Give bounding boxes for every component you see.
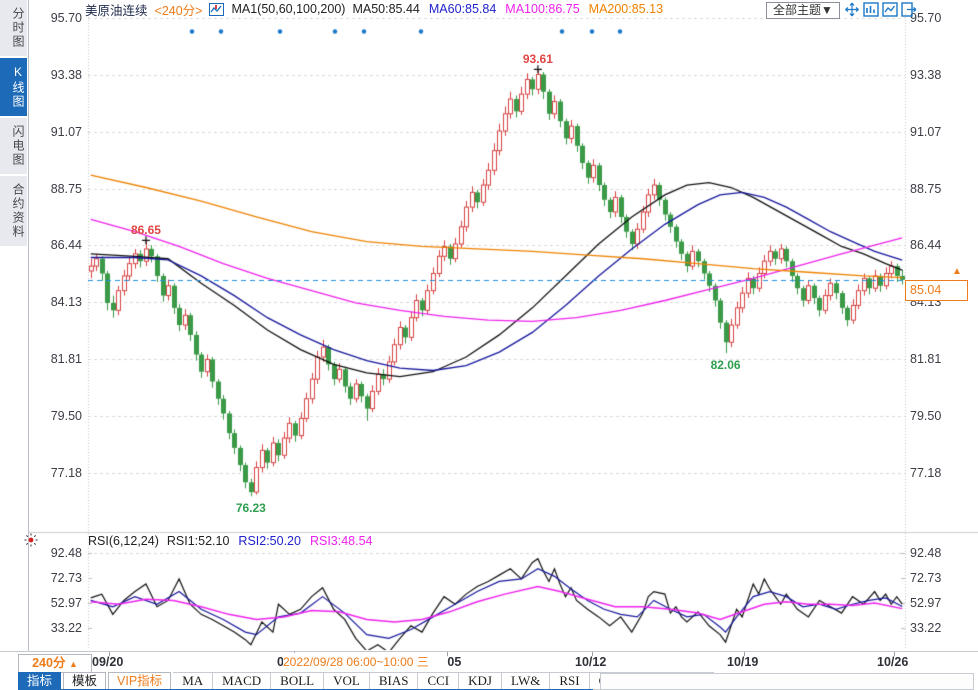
rsi-value-0: RSI1:52.10 bbox=[166, 534, 230, 548]
rsi-value-2: RSI3:48.54 bbox=[309, 534, 373, 548]
ma-value-2: MA100:86.75 bbox=[505, 2, 580, 16]
indicator-button-MA[interactable]: MA bbox=[173, 672, 214, 690]
y-axis-label: 93.38 bbox=[910, 67, 942, 82]
y-axis-label: 93.38 bbox=[50, 67, 82, 82]
symbol-name: 美原油连续 bbox=[85, 3, 148, 18]
indicator-button-BIAS[interactable]: BIAS bbox=[369, 672, 419, 690]
y-axis-label: 88.75 bbox=[910, 181, 942, 196]
ma-value-0: MA50:85.44 bbox=[352, 2, 420, 16]
y-axis-label: 79.50 bbox=[50, 408, 82, 423]
period-label[interactable]: <240分> bbox=[154, 3, 203, 18]
rsi-axis-label: 72.73 bbox=[50, 570, 82, 585]
y-axis-label: 95.70 bbox=[910, 11, 942, 25]
y-axis-label: 88.75 bbox=[50, 181, 82, 196]
y-axis-label: 91.07 bbox=[50, 124, 82, 139]
ma-value-3: MA200:85.13 bbox=[588, 2, 664, 16]
y-axis-label: 79.50 bbox=[910, 408, 942, 423]
rsi-header: RSI(6,12,24) RSI1:52.10 RSI2:50.20 RSI3:48… bbox=[88, 534, 373, 548]
crosshair-datetime-tooltip: 2022/09/28 06:00~10:00 三 bbox=[283, 653, 447, 672]
period-selector[interactable]: 240分 ▲ bbox=[18, 654, 92, 673]
x-axis-tick bbox=[447, 652, 448, 656]
rsi-axis-label: 33.22 bbox=[50, 621, 82, 635]
toolbar-tab-indicator[interactable]: 指标 bbox=[18, 672, 62, 690]
x-axis-date: 10/26 bbox=[877, 655, 909, 669]
y-axis-label: 77.18 bbox=[910, 465, 942, 480]
rsi-settings-label: RSI(6,12,24) bbox=[88, 534, 159, 548]
y-axis-label: 86.44 bbox=[910, 238, 942, 253]
sidebar-tab-contract-info[interactable]: 合约资料 bbox=[0, 176, 27, 248]
rsi-axis-label: 52.97 bbox=[50, 596, 82, 610]
y-axis-label: 81.81 bbox=[910, 352, 942, 367]
rsi-value-1: RSI2:50.20 bbox=[238, 534, 301, 548]
y-axis-label: 84.13 bbox=[50, 295, 82, 310]
rsi-axis-label: 92.48 bbox=[910, 546, 942, 560]
sidebar: 分时图 K线图 闪电图 合约资料 bbox=[0, 0, 29, 651]
sidebar-tab-flash-chart[interactable]: 闪电图 bbox=[0, 118, 27, 176]
price-annotation: 76.23 bbox=[235, 501, 266, 516]
toolbar-tab-template[interactable]: 模板 bbox=[63, 672, 107, 690]
indicator-settings-icon[interactable] bbox=[24, 533, 38, 552]
move-icon[interactable] bbox=[844, 2, 860, 17]
y-axis-label: 91.07 bbox=[910, 124, 942, 139]
indicator-button-KDJ[interactable]: KDJ bbox=[459, 672, 502, 690]
y-axis-label: 95.70 bbox=[50, 11, 82, 25]
kline-icon bbox=[209, 2, 225, 16]
indicator-button-LW&[interactable]: LW& bbox=[501, 672, 551, 690]
last-price-tag: 85.04 bbox=[905, 280, 968, 301]
sidebar-tab-time-chart[interactable]: 分时图 bbox=[0, 0, 27, 58]
y-axis-label: 86.44 bbox=[50, 238, 82, 253]
x-axis-tick bbox=[894, 652, 895, 656]
rsi-legend: RSI1:52.10 RSI2:50.20 RSI3:48.54 bbox=[167, 534, 373, 548]
rsi-axis-label: 92.48 bbox=[50, 546, 82, 560]
toolbar-empty-area bbox=[600, 673, 974, 690]
price-annotation: 86.65 bbox=[130, 223, 161, 238]
header-icon-group bbox=[844, 2, 917, 17]
export-icon[interactable] bbox=[901, 2, 917, 17]
ma-legend: MA50:85.44 MA60:85.84 MA100:86.75 MA200:85.… bbox=[352, 2, 663, 16]
rsi-axis-label: 33.22 bbox=[910, 621, 942, 635]
period-up-arrow-icon: ▲ bbox=[68, 659, 78, 669]
up-arrow-icon: ▲ bbox=[952, 266, 962, 277]
line-chart-icon[interactable] bbox=[882, 2, 898, 17]
ma-settings-label: MA1(50,60,100,200) bbox=[231, 2, 346, 16]
indicator-button-MACD[interactable]: MACD bbox=[213, 672, 272, 690]
chart-header: 美原油连续 <240分> MA1(50,60,100,200) MA50:85.… bbox=[85, 1, 663, 18]
toolbar-tab-vip-indicator[interactable]: VIP指标 bbox=[108, 672, 172, 690]
indicator-button-VOL[interactable]: VOL bbox=[324, 672, 370, 690]
ma-value-1: MA60:85.84 bbox=[428, 2, 497, 16]
rsi-axis-label: 52.97 bbox=[910, 596, 942, 610]
period-text: 240分 bbox=[32, 656, 66, 670]
sidebar-tab-kline-chart[interactable]: K线图 bbox=[0, 58, 27, 118]
y-axis-label: 77.18 bbox=[50, 465, 82, 480]
rsi-axis-label: 72.73 bbox=[910, 570, 942, 585]
x-axis-tick bbox=[109, 652, 110, 656]
y-axis-label: 81.81 bbox=[50, 352, 82, 367]
x-axis-date: 09/20 bbox=[92, 655, 124, 669]
price-annotation: 93.61 bbox=[522, 52, 553, 67]
bar-chart-icon[interactable] bbox=[863, 2, 879, 17]
indicator-button-CCI[interactable]: CCI bbox=[418, 672, 460, 690]
x-axis-date: 10/19 bbox=[727, 655, 759, 669]
price-annotation: 82.06 bbox=[710, 358, 741, 373]
indicator-button-BOLL[interactable]: BOLL bbox=[271, 672, 325, 690]
x-axis-date: 10/12 bbox=[575, 655, 607, 669]
x-axis-tick bbox=[744, 652, 745, 656]
indicator-button-RSI[interactable]: RSI bbox=[550, 672, 590, 690]
theme-dropdown[interactable]: 全部主题▼ bbox=[766, 2, 840, 19]
x-axis-tick bbox=[592, 652, 593, 656]
